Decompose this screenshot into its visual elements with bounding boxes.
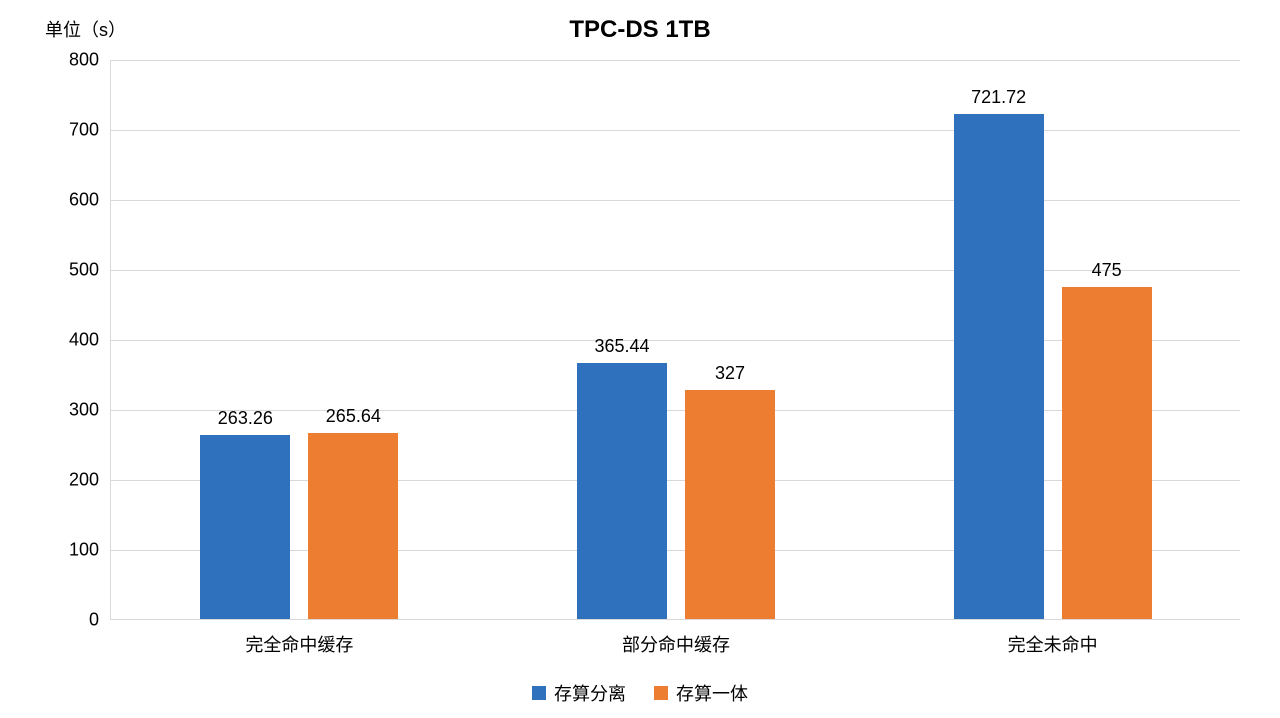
unit-label: 单位（s） [45, 16, 126, 42]
y-tick-label: 400 [69, 330, 111, 351]
bar-value-label: 475 [1092, 260, 1122, 287]
legend-item-s0: 存算分离 [532, 680, 626, 706]
x-tick-label: 完全命中缓存 [245, 619, 353, 657]
y-tick-label: 500 [69, 260, 111, 281]
bar-value-label: 721.72 [971, 87, 1026, 114]
legend-label: 存算一体 [676, 680, 748, 706]
x-tick-label: 完全未命中 [1008, 619, 1098, 657]
bar-value-label: 263.26 [218, 408, 273, 435]
chart-container: TPC-DS 1TB 单位（s） 01002003004005006007008… [0, 0, 1280, 718]
plot-area: 0100200300400500600700800263.26265.64完全命… [110, 60, 1240, 620]
bar-s0-2: 721.72 [954, 114, 1044, 619]
bar-value-label: 365.44 [594, 336, 649, 363]
x-tick-label: 部分命中缓存 [622, 619, 730, 657]
gridline [111, 200, 1240, 201]
gridline [111, 130, 1240, 131]
bar-value-label: 265.64 [326, 406, 381, 433]
y-tick-label: 600 [69, 190, 111, 211]
legend-swatch-icon [532, 686, 546, 700]
y-tick-label: 700 [69, 120, 111, 141]
y-tick-label: 200 [69, 470, 111, 491]
bar-s0-0: 263.26 [200, 435, 290, 619]
y-tick-label: 800 [69, 50, 111, 71]
legend-label: 存算分离 [554, 680, 626, 706]
bar-s1-2: 475 [1062, 287, 1152, 620]
legend: 存算分离 存算一体 [0, 680, 1280, 706]
legend-item-s1: 存算一体 [654, 680, 748, 706]
bar-s0-1: 365.44 [577, 363, 667, 619]
y-tick-label: 100 [69, 540, 111, 561]
y-tick-label: 300 [69, 400, 111, 421]
gridline [111, 270, 1240, 271]
chart-title: TPC-DS 1TB [0, 16, 1280, 44]
bar-s1-0: 265.64 [308, 433, 398, 619]
y-tick-label: 0 [89, 610, 111, 631]
gridline [111, 60, 1240, 61]
legend-swatch-icon [654, 686, 668, 700]
bar-s1-1: 327 [685, 390, 775, 619]
bar-value-label: 327 [715, 363, 745, 390]
